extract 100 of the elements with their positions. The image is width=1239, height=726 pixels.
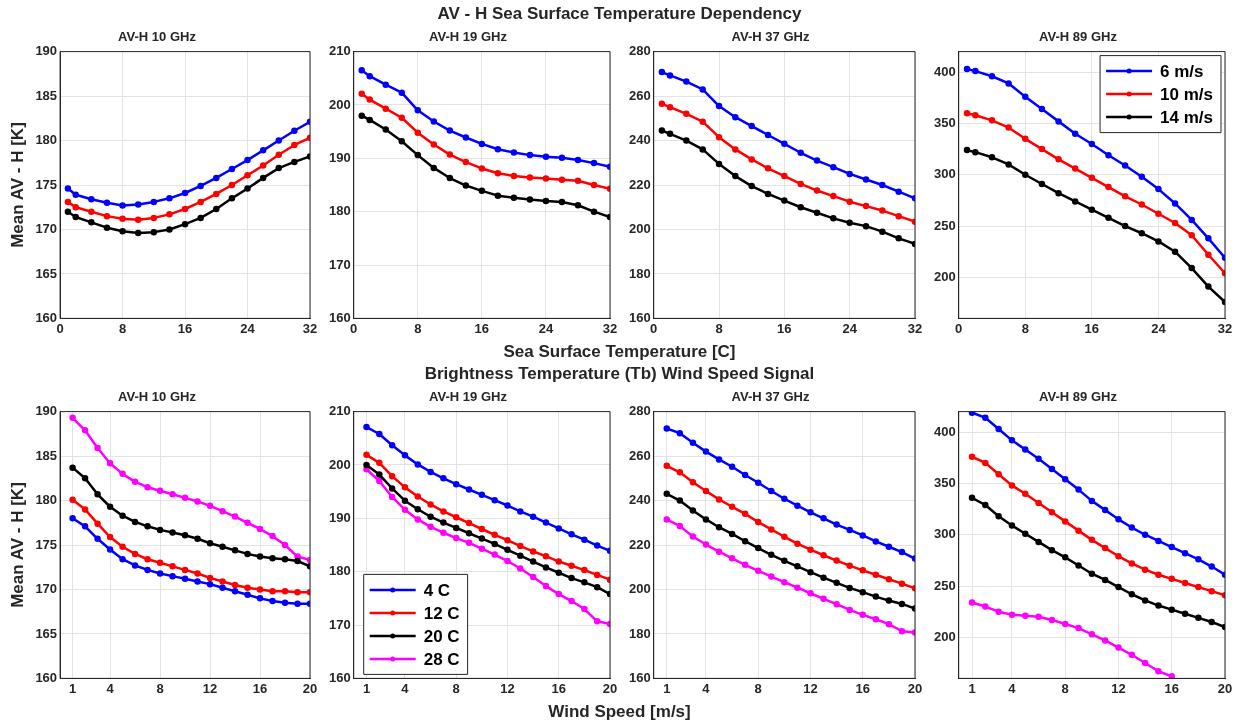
y-tick-label: 180: [328, 203, 351, 219]
x-tick-label: 1: [68, 680, 77, 696]
y-tick-label: 185: [35, 447, 58, 463]
x-tick-label: 8: [414, 320, 422, 336]
y-tick-label: 170: [35, 221, 58, 237]
x-tick-label: 24: [240, 320, 256, 336]
legend-label: 12 C: [423, 603, 460, 623]
y-axis-title: Mean AV - H [K]: [7, 122, 27, 248]
y-tick-label: 185: [35, 87, 58, 103]
x-tick-label: 0: [56, 320, 64, 336]
x-tick-label: 16: [252, 680, 268, 696]
y-tick-label: 175: [35, 176, 58, 192]
chart-title: AV-H 10 GHz: [118, 389, 197, 405]
x-tick-label: 32: [907, 320, 923, 336]
y-tick-label: 190: [35, 403, 58, 419]
y-tick-label: 170: [328, 616, 351, 632]
y-tick-label: 200: [628, 581, 651, 597]
legend-label: 14 m/s: [1160, 107, 1214, 127]
x-tick-label: 1: [663, 680, 671, 696]
y-tick-label: 180: [328, 563, 351, 579]
y-tick-label: 160: [628, 309, 651, 325]
x-tick-label: 20: [602, 680, 618, 696]
text: Sea Surface Temperature [C]: [502, 342, 737, 362]
x-tick-label: 4: [106, 680, 115, 696]
x-tick-label: 8: [1021, 320, 1029, 336]
text: AV - H Sea Surface Temperature Dependency: [436, 4, 803, 24]
legend-label: 20 C: [423, 626, 460, 646]
chart-title: AV-H 89 GHz: [1039, 389, 1118, 405]
y-tick-label: 240: [628, 132, 651, 148]
x-tick-label: 32: [602, 320, 618, 336]
x-tick-label: 16: [1084, 320, 1100, 336]
y-tick-label: 190: [328, 509, 351, 525]
y-tick-label: 210: [328, 403, 351, 419]
y-tick-label: 350: [933, 115, 956, 131]
y-tick-label: 250: [933, 577, 956, 593]
y-tick-label: 350: [933, 475, 956, 491]
y-tick-label: 160: [328, 309, 351, 325]
x-tick-label: 16: [474, 320, 490, 336]
y-tick-label: 240: [628, 492, 651, 508]
y-tick-label: 165: [35, 625, 58, 641]
x-tick-label: 20: [302, 680, 318, 696]
x-tick-label: 8: [754, 680, 762, 696]
x-tick-label: 1: [968, 680, 976, 696]
y-tick-label: 170: [35, 581, 58, 597]
x-tick-label: 20: [1217, 680, 1233, 696]
y-tick-label: 200: [933, 268, 956, 284]
y-tick-label: 210: [328, 43, 351, 59]
x-tick-label: 8: [1061, 680, 1069, 696]
x-tick-label: 16: [551, 680, 566, 696]
x-tick-label: 8: [156, 680, 164, 696]
x-tick-label: 12: [500, 680, 515, 696]
x-tick-label: 4: [401, 680, 410, 696]
chart-title: AV-H 37 GHz: [731, 389, 810, 405]
x-tick-label: 24: [842, 320, 858, 336]
chart-title: AV-H 19 GHz: [429, 29, 508, 45]
legend-label: 10 m/s: [1160, 84, 1214, 104]
y-tick-label: 260: [628, 447, 651, 463]
y-tick-label: 250: [933, 217, 956, 233]
y-tick-label: 220: [628, 176, 651, 192]
x-tick-label: 4: [1008, 680, 1017, 696]
y-tick-label: 165: [35, 265, 58, 281]
x-tick-label: 24: [538, 320, 554, 336]
x-tick-label: 24: [1151, 320, 1167, 336]
x-tick-label: 16: [777, 320, 792, 336]
y-tick-label: 300: [933, 526, 956, 542]
y-tick-label: 220: [628, 536, 651, 552]
y-tick-label: 200: [328, 456, 351, 472]
x-tick-label: 0: [955, 320, 963, 336]
chart-title: AV-H 10 GHz: [118, 29, 197, 45]
y-tick-label: 300: [933, 166, 956, 182]
chart-title: AV-H 37 GHz: [731, 29, 810, 45]
x-tick-label: 0: [650, 320, 658, 336]
x-tick-label: 4: [702, 680, 711, 696]
y-tick-label: 180: [628, 265, 651, 281]
y-tick-label: 160: [328, 669, 351, 685]
y-tick-label: 200: [328, 96, 351, 112]
x-tick-label: 8: [715, 320, 723, 336]
x-tick-label: 12: [803, 680, 818, 696]
y-tick-label: 175: [35, 536, 58, 552]
y-tick-label: 190: [35, 43, 58, 59]
x-tick-label: 12: [1111, 680, 1126, 696]
x-tick-label: 8: [118, 320, 127, 336]
y-tick-label: 190: [328, 149, 351, 165]
y-axis-title: Mean AV - H [K]: [7, 482, 27, 608]
x-tick-label: 1: [362, 680, 371, 696]
text: Brightness Temperature (Tb) Wind Speed Signal: [423, 364, 816, 384]
y-tick-label: 160: [35, 309, 58, 325]
legend-label: 28 C: [423, 649, 460, 669]
y-tick-label: 400: [933, 63, 956, 79]
text: Wind Speed [m/s]: [547, 702, 692, 722]
y-tick-label: 200: [628, 221, 651, 237]
y-tick-label: 280: [628, 403, 651, 419]
y-tick-label: 200: [933, 628, 956, 644]
x-tick-label: 0: [350, 320, 358, 336]
y-tick-label: 400: [933, 423, 956, 439]
x-tick-label: 16: [1164, 680, 1179, 696]
y-tick-label: 180: [35, 492, 58, 508]
chart-title: AV-H 19 GHz: [429, 389, 508, 405]
y-tick-label: 160: [35, 669, 58, 685]
x-tick-label: 32: [1217, 320, 1233, 336]
